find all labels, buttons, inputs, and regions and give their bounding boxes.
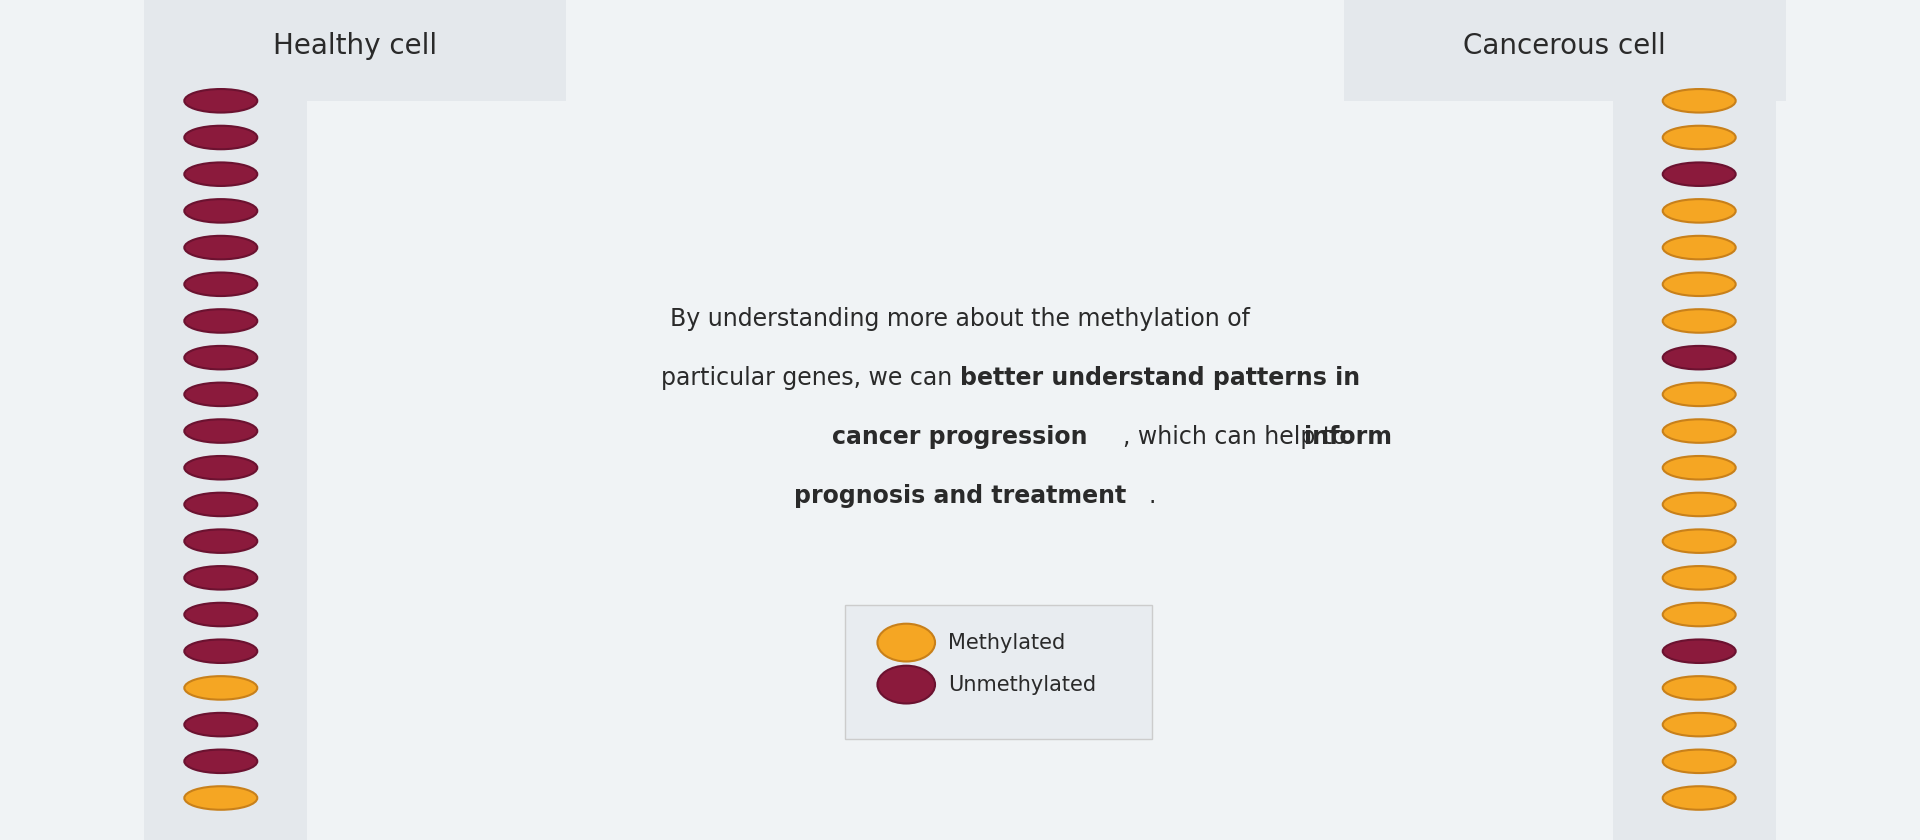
Ellipse shape: [1663, 89, 1736, 113]
Ellipse shape: [184, 676, 257, 700]
Ellipse shape: [184, 309, 257, 333]
Text: particular genes, we can: particular genes, we can: [660, 366, 960, 390]
Ellipse shape: [1663, 493, 1736, 517]
FancyBboxPatch shape: [1344, 0, 1786, 101]
Ellipse shape: [1663, 346, 1736, 370]
Ellipse shape: [1663, 603, 1736, 627]
Ellipse shape: [184, 493, 257, 517]
Text: cancer progression: cancer progression: [831, 425, 1089, 449]
Text: Unmethylated: Unmethylated: [948, 675, 1096, 695]
Text: .: .: [1148, 484, 1156, 507]
Ellipse shape: [1663, 419, 1736, 443]
Ellipse shape: [1663, 272, 1736, 296]
Ellipse shape: [1663, 382, 1736, 406]
Ellipse shape: [1663, 749, 1736, 773]
Ellipse shape: [184, 162, 257, 186]
Ellipse shape: [877, 623, 935, 662]
FancyBboxPatch shape: [845, 605, 1152, 739]
Ellipse shape: [877, 665, 935, 704]
Ellipse shape: [184, 566, 257, 590]
Ellipse shape: [1663, 676, 1736, 700]
Ellipse shape: [184, 346, 257, 370]
Text: , which can help to: , which can help to: [1123, 425, 1354, 449]
Text: prognosis and treatment: prognosis and treatment: [793, 484, 1127, 507]
Ellipse shape: [1663, 639, 1736, 663]
Text: Methylated: Methylated: [948, 633, 1066, 653]
Ellipse shape: [1663, 162, 1736, 186]
Text: better understand patterns in: better understand patterns in: [960, 366, 1359, 390]
Ellipse shape: [184, 419, 257, 443]
Ellipse shape: [184, 713, 257, 737]
Ellipse shape: [1663, 309, 1736, 333]
FancyBboxPatch shape: [144, 0, 566, 101]
FancyBboxPatch shape: [1613, 0, 1776, 840]
Ellipse shape: [1663, 199, 1736, 223]
Ellipse shape: [184, 603, 257, 627]
Ellipse shape: [184, 236, 257, 260]
Ellipse shape: [184, 272, 257, 296]
Ellipse shape: [184, 529, 257, 553]
Text: Healthy cell: Healthy cell: [273, 32, 438, 60]
Ellipse shape: [184, 89, 257, 113]
Ellipse shape: [184, 749, 257, 773]
Ellipse shape: [184, 786, 257, 810]
Ellipse shape: [184, 456, 257, 480]
Text: inform: inform: [1304, 425, 1392, 449]
Ellipse shape: [184, 126, 257, 150]
Ellipse shape: [1663, 236, 1736, 260]
Ellipse shape: [184, 382, 257, 406]
FancyBboxPatch shape: [144, 0, 307, 840]
Ellipse shape: [1663, 786, 1736, 810]
Ellipse shape: [184, 639, 257, 663]
Ellipse shape: [1663, 529, 1736, 553]
Ellipse shape: [1663, 126, 1736, 150]
Text: Cancerous cell: Cancerous cell: [1463, 32, 1667, 60]
Text: By understanding more about the methylation of: By understanding more about the methylat…: [670, 307, 1250, 331]
Ellipse shape: [184, 199, 257, 223]
Ellipse shape: [1663, 456, 1736, 480]
Ellipse shape: [1663, 713, 1736, 737]
Ellipse shape: [1663, 566, 1736, 590]
